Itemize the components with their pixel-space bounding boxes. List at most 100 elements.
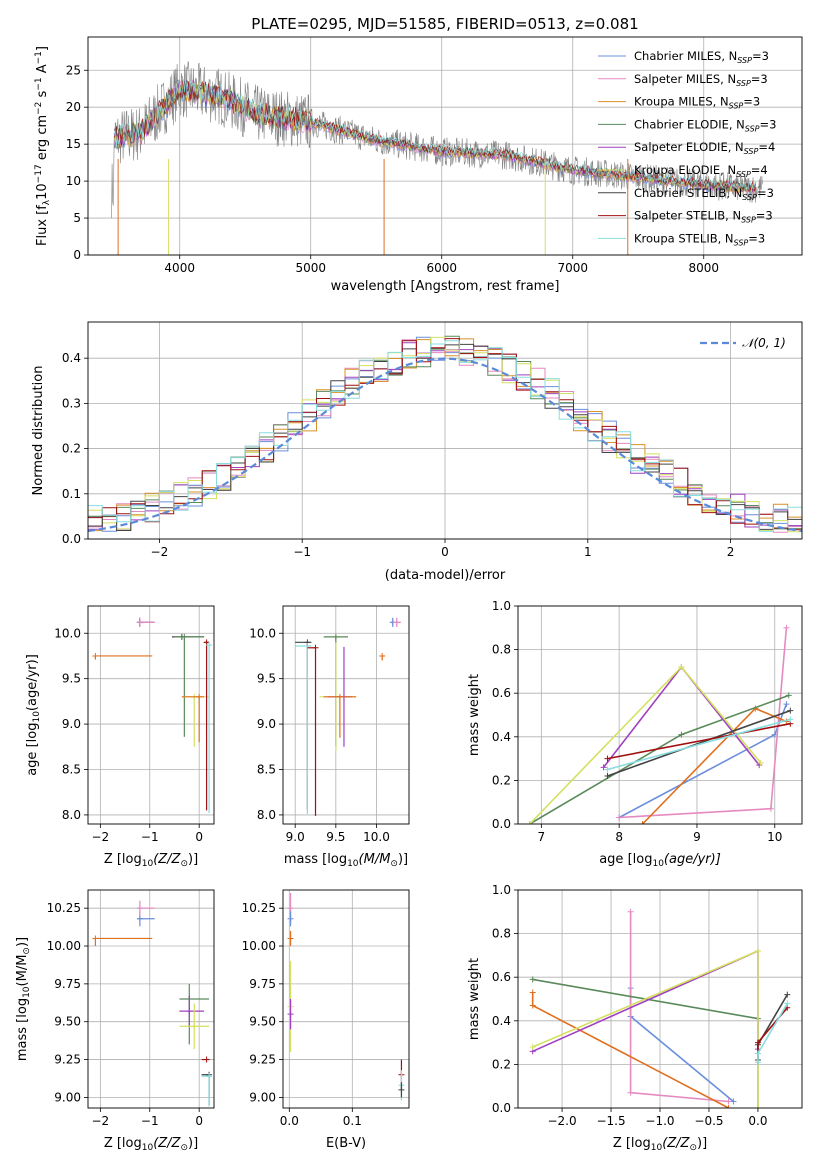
errorbar-marker [287,915,294,922]
weight-point-marker [784,991,791,998]
weight-point-marker [783,624,790,631]
x-tick-label: −1.0 [645,1114,674,1128]
weight-series-line [629,911,729,1103]
y-tick-label: 10.0 [54,626,81,640]
x-tick-label: −1 [141,830,159,844]
weight-point-marker [767,805,774,812]
x-axis-label: age [log10(age/yr)] [599,852,721,869]
y-tick-label: 8.0 [257,808,276,822]
age_vs_mass-axes: 9.0 9.5 10.0 8.0 8.5 9.0 9.5 10.0 [249,606,409,844]
legend-label: Kroupa ELODIE, NSSP=4 [634,163,768,179]
x-tick-label: 0 [195,830,203,844]
errorbar-marker [287,935,294,942]
x-tick-label: 9.0 [286,830,305,844]
weight-point-marker [787,716,794,723]
x-axis-label: (data-model)/error [385,568,506,583]
x-tick-label: −2 [92,1114,110,1128]
weight-point-marker [529,976,536,983]
panels-group: 4000 5000 6000 7000 80000510152025wavelength… [15,36,803,1153]
age_vs_Z-points [92,617,213,814]
histogram-step [88,338,802,532]
weight-point-marker [754,1039,761,1046]
y-tick-label: 20 [66,100,81,114]
y-tick-label: 9.0 [257,717,276,731]
weight-series-line [529,665,762,824]
y-tick-label: 0.3 [62,396,81,410]
errorbar-marker [287,905,294,912]
weight-point-marker [627,1089,634,1096]
weight-point-marker [754,1105,761,1108]
y-tick-label: 0.2 [62,442,81,456]
y-tick-label: 0.2 [492,773,511,787]
errorbar-marker [186,1008,193,1015]
errorbar-marker [336,693,343,700]
weight-point-marker [783,701,790,708]
figure-title: PLATE=0295, MJD=51585, FIBERID=0513, z=0… [251,15,638,33]
axes-frame [87,889,215,1109]
y-tick-label: 9.0 [62,717,81,731]
x-tick-label: 8 [615,830,623,844]
legend-label: Salpeter MILES, NSSP=3 [634,72,768,88]
weight_vs_age-series [526,624,794,824]
y-axis-label: mass weight [467,958,482,1040]
errorbar-marker [136,915,143,922]
x-tick-label: −2 [151,545,169,559]
weight-point-marker [757,759,764,766]
x-tick-label: −2 [92,830,110,844]
axes-frame [282,605,410,825]
y-tick-label: 0.0 [62,532,81,546]
spectrum-lines [111,61,763,255]
legend-label: Kroupa MILES, NSSP=3 [634,95,760,111]
errorbar-marker [203,1056,210,1063]
weight-series-line [607,718,791,771]
weight-point-marker [787,707,794,714]
weight-series-line [619,627,788,819]
y-tick-label: 9.75 [54,977,81,991]
weight-point-marker [725,1098,732,1105]
x-tick-label: 7 [538,830,546,844]
errorbar-marker [379,652,386,659]
x-tick-label: 0.1 [343,1114,362,1128]
histogram-group [88,335,802,533]
errorbar-marker [304,642,311,649]
x-tick-label: 0.0 [280,1114,299,1128]
model-spectrum-line [113,77,756,191]
y-tick-label: 10.00 [242,939,276,953]
axes-frame [87,605,215,825]
x-tick-label: 0 [195,1114,203,1128]
y-tick-label: 10.0 [249,626,276,640]
y-tick-label: 9.75 [249,977,276,991]
mass_vs_Z-points [92,900,213,1107]
y-tick-label: 0.0 [492,817,511,831]
weight-point-marker [754,1050,761,1057]
weight-point-marker [600,764,607,771]
y-tick-label: 9.25 [249,1053,276,1067]
mass_vs_ebv-axes: 0.0 0.1 9.00 9.25 9.50 9.75 10.00 10.25 [242,890,409,1128]
y-tick-label: 10.00 [47,939,81,953]
x-tick-label: −0.5 [694,1114,723,1128]
y-axis-label: mass [log10(M/M⊙)] [15,937,32,1061]
x-axis-label: Z [log10(Z/Z⊙)] [104,852,198,869]
y-tick-label: 9.5 [62,672,81,686]
errorbar-marker [92,652,99,659]
y-tick-label: 9.25 [54,1053,81,1067]
errorbar-marker [312,644,319,651]
age_vs_Z-axes: −2 −1 0 8.0 8.5 9.0 9.5 10.0 [54,606,214,844]
errorbar-marker [196,693,203,700]
legend-label: Salpeter STELIB, NSSP=3 [634,209,773,225]
legend-label: Chabrier ELODIE, NSSP=3 [634,117,776,133]
weight-point-marker [526,821,533,824]
y-tick-label: 0.1 [62,487,81,501]
y-axis-label: Normed distribution [31,366,46,496]
x-axis-label: wavelength [Angstrom, rest frame] [331,279,560,294]
axes-frame [517,889,803,1109]
axes-frame [87,36,803,256]
x-tick-label: −1.5 [596,1114,625,1128]
x-axis-label: E(B-V) [326,1136,366,1151]
x-tick-label: 2 [727,545,735,559]
weight-point-marker [754,1059,761,1066]
weight-point-marker [604,766,611,773]
legend-label: Salpeter ELODIE, NSSP=4 [634,140,775,156]
weight-point-marker [627,908,634,915]
weight-point-marker [784,1000,791,1007]
